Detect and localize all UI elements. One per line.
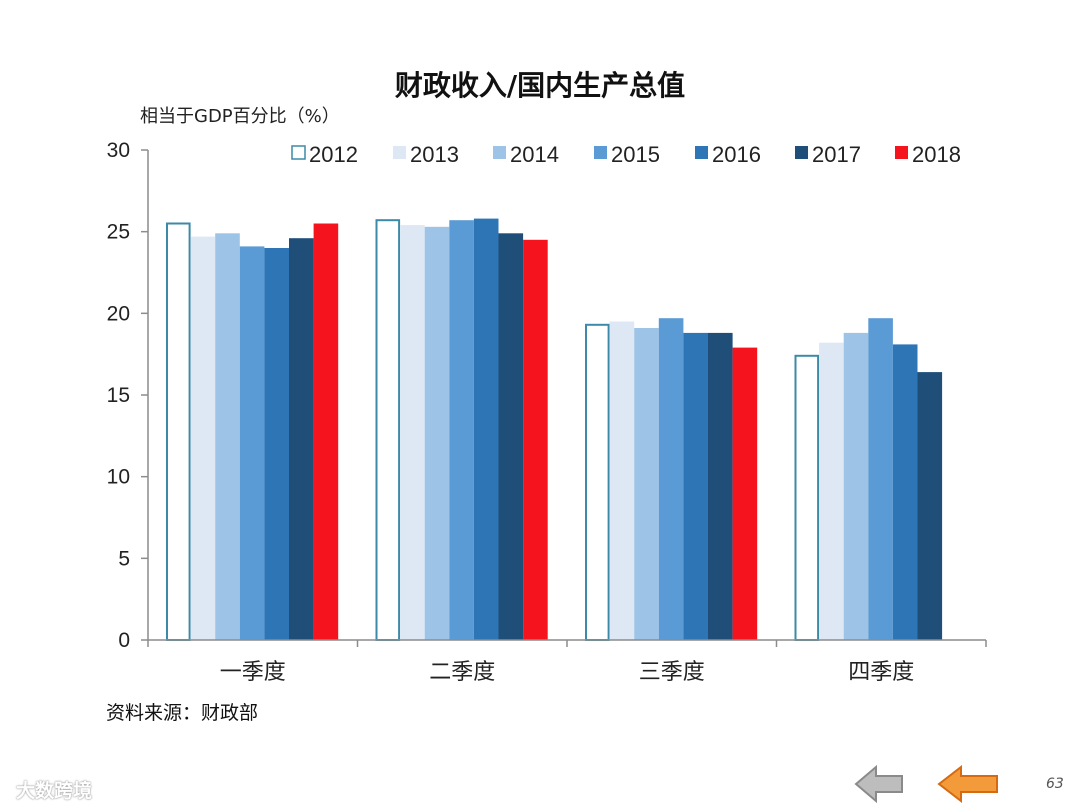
bar-2016-1 — [264, 248, 289, 640]
bar-2012-1 — [166, 222, 191, 641]
legend-swatch-2018 — [895, 146, 908, 159]
axis-layer: 一季度 二季度 三季度 四季度 0 5 10 15 20 25 30 — [107, 139, 987, 685]
back-arrow-icon[interactable] — [854, 764, 904, 804]
legend-label-2014: 2014 — [510, 142, 559, 167]
bar-2013-1 — [190, 236, 216, 640]
page-number: 63 — [1046, 776, 1064, 792]
bar-2014-2 — [424, 226, 450, 641]
bar-2013-2 — [400, 225, 425, 640]
y-tick-label: 0 — [118, 629, 130, 652]
legend-swatch-2013 — [393, 146, 406, 159]
bar-2018-2 — [523, 239, 548, 641]
bar-2016-2 — [473, 218, 499, 640]
y-tick-label: 10 — [107, 466, 130, 489]
legend-label-2017: 2017 — [812, 142, 861, 167]
chart-title: 财政收入/国内生产总值 — [394, 69, 686, 102]
x-tick-label: 四季度 — [848, 660, 914, 685]
legend-swatch-2012 — [291, 145, 306, 160]
legend-swatch-2015 — [594, 146, 607, 159]
legend-label-2018: 2018 — [912, 142, 961, 167]
legend-label-2012: 2012 — [309, 142, 358, 167]
bars-layer — [166, 218, 943, 641]
bar-2017-3 — [708, 332, 733, 640]
bar-2013-4 — [819, 342, 844, 640]
legend: 2012 2013 2014 2015 2016 2017 2018 — [291, 142, 961, 167]
y-axis-label: 相当于GDP百分比（%） — [140, 106, 340, 127]
bar-2013-3 — [609, 321, 635, 640]
bar-2018-1 — [313, 223, 339, 640]
bar-2012-4 — [794, 354, 820, 641]
bar-2014-3 — [634, 328, 659, 640]
bar-2015-2 — [449, 220, 474, 640]
bar-2017-2 — [498, 233, 524, 641]
bar-2018-3 — [732, 347, 758, 640]
bar-2017-1 — [289, 238, 314, 640]
bar-2015-1 — [239, 246, 265, 640]
y-tick-label: 25 — [107, 221, 130, 244]
legend-swatch-2017 — [795, 146, 808, 159]
x-tick-label: 二季度 — [429, 660, 495, 685]
y-tick-label: 20 — [107, 302, 130, 325]
bar-2017-4 — [917, 372, 943, 640]
legend-label-2015: 2015 — [611, 142, 660, 167]
legend-label-2013: 2013 — [410, 142, 459, 167]
bar-2015-3 — [658, 318, 684, 640]
bar-2015-4 — [868, 318, 893, 640]
bar-2014-4 — [843, 332, 869, 640]
bar-2016-4 — [892, 344, 918, 640]
y-tick-label: 5 — [118, 547, 130, 570]
source-note: 资料来源：财政部 — [106, 702, 259, 724]
legend-swatch-2014 — [493, 146, 506, 159]
y-tick-label: 30 — [107, 139, 130, 162]
bar-2012-3 — [585, 323, 610, 641]
bar-2016-3 — [683, 332, 708, 640]
legend-swatch-2016 — [695, 146, 708, 159]
bar-2014-1 — [215, 233, 240, 641]
x-tick-label: 三季度 — [639, 660, 705, 685]
bar-2012-2 — [375, 219, 401, 641]
watermark-logo: 大数跨境 — [16, 780, 93, 802]
previous-arrow-icon[interactable] — [937, 764, 999, 804]
x-tick-label: 一季度 — [220, 660, 286, 685]
y-tick-label: 15 — [107, 384, 130, 407]
legend-label-2016: 2016 — [712, 142, 761, 167]
